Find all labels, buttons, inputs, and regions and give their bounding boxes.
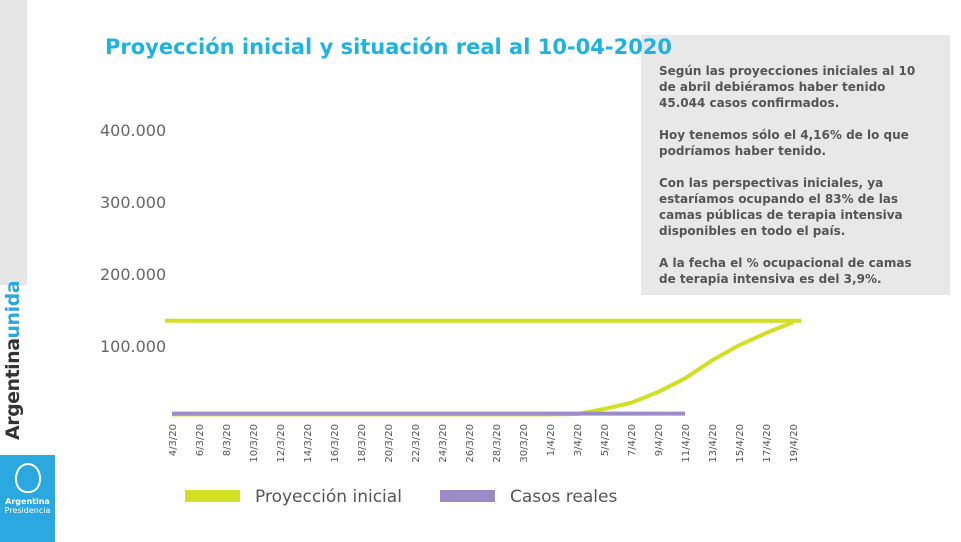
legend-swatch — [440, 490, 495, 502]
info-panel: Según las proyecciones iniciales al 10 d… — [641, 35, 950, 295]
x-tick-label: 17/4/20 — [762, 424, 773, 463]
panel-paragraph: Según las proyecciones iniciales al 10 d… — [659, 64, 916, 110]
x-tick-label: 1/4/20 — [546, 424, 557, 456]
logo-subtitle: Presidencia — [4, 506, 51, 515]
x-tick-label: 14/3/20 — [303, 424, 314, 463]
x-tick-label: 13/4/20 — [708, 424, 719, 463]
x-tick-label: 3/4/20 — [573, 424, 584, 456]
x-tick-label: 12/3/20 — [276, 424, 287, 463]
panel-paragraph: Hoy tenemos sólo el 4,16% de lo que podr… — [659, 128, 909, 158]
x-tick-label: 6/3/20 — [195, 424, 206, 456]
x-tick-label: 28/3/20 — [492, 424, 503, 463]
panel-paragraph: Con las perspectivas iniciales, ya estar… — [659, 176, 903, 238]
panel-paragraph: A la fecha el % ocupacional de camas de … — [659, 256, 912, 286]
x-tick-label: 4/3/20 — [168, 424, 179, 456]
y-tick-label: 400.000 — [100, 121, 166, 140]
chart-title: Proyección inicial y situación real al 1… — [105, 35, 672, 59]
x-tick-label: 10/3/20 — [249, 424, 260, 463]
legend-swatch — [185, 490, 240, 502]
x-tick-label: 16/3/20 — [330, 424, 341, 463]
legend-label: Proyección inicial — [255, 487, 402, 507]
x-tick-label: 18/3/20 — [357, 424, 368, 463]
x-tick-label: 9/4/20 — [654, 424, 665, 456]
x-tick-label: 8/3/20 — [222, 424, 233, 456]
x-tick-label: 11/4/20 — [681, 424, 692, 463]
x-tick-label: 5/4/20 — [600, 424, 611, 456]
x-tick-label: 19/4/20 — [789, 424, 800, 463]
y-tick-label: 300.000 — [100, 193, 166, 212]
x-tick-label: 20/3/20 — [384, 424, 395, 463]
side-strip — [0, 0, 27, 285]
x-tick-label: 7/4/20 — [627, 424, 638, 456]
y-tick-label: 100.000 — [100, 337, 166, 356]
series-line — [172, 320, 794, 417]
x-tick-label: 24/3/20 — [438, 424, 449, 463]
legend-label: Casos reales — [510, 487, 617, 507]
x-tick-label: 22/3/20 — [411, 424, 422, 463]
logo-title: Argentina — [5, 497, 50, 506]
x-tick-label: 26/3/20 — [465, 424, 476, 463]
logo-seal — [14, 463, 41, 493]
logo: Argentina Presidencia — [0, 455, 55, 542]
y-tick-label: 200.000 — [100, 265, 166, 284]
x-tick-label: 30/3/20 — [519, 424, 530, 463]
x-tick-label: 15/4/20 — [735, 424, 746, 463]
